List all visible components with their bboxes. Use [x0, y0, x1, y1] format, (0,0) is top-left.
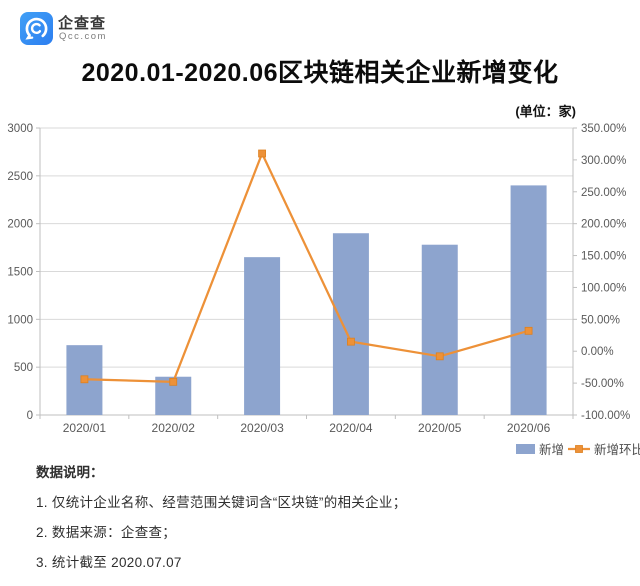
right-axis-tick-label: 100.00% — [581, 282, 626, 294]
qcc-logo-icon — [20, 12, 53, 45]
page-title: 2020.01-2020.06区块链相关企业新增变化 — [81, 59, 559, 87]
qcc-logo-glyph — [25, 17, 48, 40]
left-axis-tick-label: 2500 — [7, 171, 33, 183]
unit-label: (单位：家) — [515, 104, 576, 119]
right-axis-tick-label: -50.00% — [581, 378, 624, 390]
legend-line-marker — [575, 445, 583, 453]
notes-heading: 数据说明： — [36, 465, 104, 480]
right-axis-tick-label: 0.00% — [581, 346, 614, 358]
legend-bar-swatch — [516, 444, 535, 454]
left-axis-tick-label: 1000 — [7, 314, 33, 326]
line-marker-2020/02 — [169, 377, 178, 386]
note-line-1: 1. 仅统计企业名称、经营范围关键词含“区块链”的相关企业； — [36, 495, 407, 510]
left-axis-tick-label: 1500 — [7, 267, 33, 279]
brand-name: 企查查 — [58, 15, 107, 32]
right-axis-tick-label: 200.00% — [581, 219, 626, 231]
line-marker-2020/04 — [347, 337, 355, 346]
right-axis-tick-label: 350.00% — [581, 123, 626, 135]
line-series — [83, 152, 530, 383]
bar-2020/06 — [510, 185, 547, 415]
left-axis-tick-label: 3000 — [7, 123, 33, 135]
line-marker-2020/06 — [524, 326, 533, 335]
left-axis-tick-label: 500 — [14, 362, 33, 374]
x-axis-category-label: 2020/06 — [507, 421, 551, 435]
legend-bar-label: 新增 — [539, 442, 564, 457]
line-marker-2020/05 — [435, 352, 444, 361]
right-axis-tick-label: 50.00% — [581, 314, 620, 326]
line-marker-2020/03 — [258, 149, 266, 158]
right-axis-tick-label: -100.00% — [581, 410, 630, 422]
right-axis-tick-label: 150.00% — [581, 251, 626, 263]
right-axis-tick-label: 250.00% — [581, 187, 626, 199]
note-line-2: 2. 数据来源：企查查； — [36, 525, 177, 540]
note-line-3: 3. 统计截至 2020.07.07 — [36, 555, 182, 570]
right-axis-tick-label: 300.00% — [581, 155, 626, 167]
x-axis-category-label: 2020/05 — [418, 421, 462, 435]
x-axis-category-label: 2020/03 — [240, 421, 284, 435]
bar-2020/04 — [332, 233, 369, 415]
x-axis-category-label: 2020/04 — [329, 421, 373, 435]
left-axis-tick-label: 2000 — [7, 219, 33, 231]
line-marker-2020/01 — [80, 375, 89, 384]
data-notes: 数据说明： 1. 仅统计企业名称、经营范围关键词含“区块链”的相关企业； 2. … — [36, 461, 407, 581]
x-axis-category-label: 2020/02 — [152, 421, 196, 435]
combo-chart: 0 500 1000 1500 2000 2500 3000 -100.00% -50.00% 0… — [7, 123, 640, 457]
x-axis-category-label: 2020/01 — [63, 421, 107, 435]
legend-line-label: 新增环比 — [594, 442, 640, 457]
bar-2020/03 — [244, 257, 281, 415]
bar-2020/05 — [421, 244, 458, 415]
left-axis-tick-label: 0 — [27, 410, 33, 422]
brand-domain: Qcc.com — [59, 31, 107, 42]
